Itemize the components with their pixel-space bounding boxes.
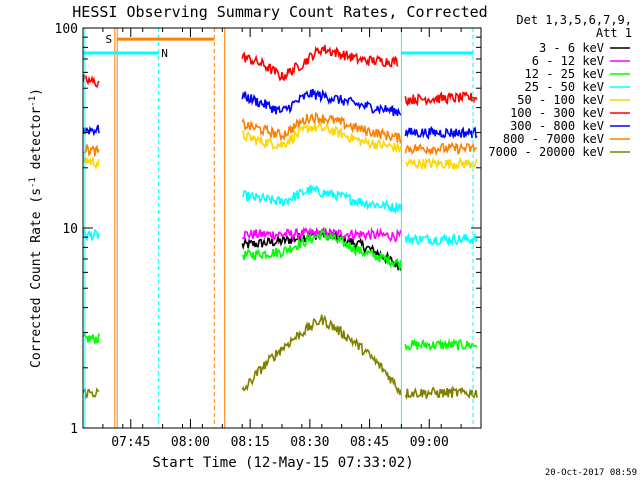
legend-item-7000-20000-kev: 7000 - 20000 keV xyxy=(488,145,630,159)
series-100-300-kev xyxy=(83,44,478,107)
series-12-25-kev xyxy=(83,228,478,351)
series-line-7000-20000-kev-1 xyxy=(241,314,403,396)
series-line-300-800-kev-1 xyxy=(241,88,402,117)
series-line-7000-20000-kev-2 xyxy=(404,385,478,400)
legend-item-12-25-kev: 12 - 25 keV xyxy=(525,67,630,81)
chart-title: HESSI Observing Summary Count Rates, Cor… xyxy=(72,3,487,21)
series-7000-20000-kev xyxy=(83,314,478,400)
plot-frame xyxy=(82,27,482,429)
legend-item-6-12-kev: 6 - 12 keV xyxy=(532,54,630,68)
series-line-100-300-kev-2 xyxy=(404,90,478,107)
series-line-50-100-kev-0 xyxy=(83,154,100,170)
legend-label: 300 - 800 keV xyxy=(510,119,604,133)
series-line-800-7000-kev-2 xyxy=(404,141,478,157)
series-line-100-300-kev-1 xyxy=(241,44,399,82)
legend-label: 800 - 7000 keV xyxy=(503,132,604,146)
x-tick-label-08-30: 08:30 xyxy=(290,435,329,450)
data-layer xyxy=(83,44,478,400)
y-axis-title: Corrected Count Rate (s-1 detector-1) xyxy=(28,88,44,368)
legend-label: 50 - 100 keV xyxy=(517,93,604,107)
x-tick-label-08-00: 08:00 xyxy=(171,435,210,450)
series-line-800-7000-kev-0 xyxy=(83,144,100,157)
legend-label: 25 - 50 keV xyxy=(525,80,604,94)
y-tick-label-100: 100 xyxy=(55,22,78,37)
series-50-100-kev xyxy=(83,122,478,172)
series-line-12-25-kev-1 xyxy=(241,228,403,270)
y-tick-label-1: 1 xyxy=(70,422,78,437)
legend-item-25-50-kev: 25 - 50 keV xyxy=(525,80,630,94)
series-line-25-50-kev-1 xyxy=(242,183,403,215)
x-tick-label-08-15: 08:15 xyxy=(231,435,270,450)
x-axis-title: Start Time (12-May-15 07:33:02) xyxy=(152,455,413,471)
legend-item-300-800-kev: 300 - 800 keV xyxy=(510,119,630,133)
legend-label: 7000 - 20000 keV xyxy=(488,145,604,159)
series-300-800-kev xyxy=(83,88,478,140)
series-line-12-25-kev-0 xyxy=(83,331,100,344)
series-line-25-50-kev-0 xyxy=(83,228,100,243)
series-line-300-800-kev-2 xyxy=(404,125,478,140)
legend-header-line-1: Det 1,3,5,6,7,9, xyxy=(516,13,632,27)
legend-item-3-6-kev: 3 - 6 keV xyxy=(539,41,630,55)
x-axis: 07:45 08:00 08:15 08:30 08:45 09:00 xyxy=(82,28,482,450)
series-line-7000-20000-kev-0 xyxy=(83,387,100,400)
series-line-50-100-kev-1 xyxy=(241,122,403,154)
series-line-25-50-kev-2 xyxy=(404,232,478,247)
series-line-50-100-kev-2 xyxy=(405,156,478,172)
legend-item-50-100-kev: 50 - 100 keV xyxy=(517,93,630,107)
legend-label: 6 - 12 keV xyxy=(532,54,604,68)
legend-label: 12 - 25 keV xyxy=(525,67,604,81)
x-tick-label-08-45: 08:45 xyxy=(350,435,389,450)
series-25-50-kev xyxy=(83,183,478,247)
x-tick-label-07-45: 07:45 xyxy=(111,435,150,450)
series-line-300-800-kev-0 xyxy=(83,124,100,137)
legend-item-800-7000-kev: 800 - 7000 keV xyxy=(503,132,630,146)
legend-label: 100 - 300 keV xyxy=(510,106,604,120)
series-line-100-300-kev-0 xyxy=(83,74,100,89)
interval-label-n: N xyxy=(161,47,168,60)
series-800-7000-kev xyxy=(83,111,478,157)
x-tick-label-09-00: 09:00 xyxy=(410,435,449,450)
legend-header-line-2: Att 1 xyxy=(596,26,632,40)
y-tick-label-10: 10 xyxy=(62,222,78,237)
series-line-12-25-kev-2 xyxy=(404,337,478,351)
timestamp: 20-Oct-2017 08:59 xyxy=(545,468,637,478)
legend-label: 3 - 6 keV xyxy=(539,41,604,55)
series-line-800-7000-kev-1 xyxy=(241,111,403,144)
y-axis: 1 10 100 xyxy=(55,22,481,437)
legend-item-100-300-kev: 100 - 300 keV xyxy=(510,106,630,120)
interval-label-s: S xyxy=(106,33,113,46)
